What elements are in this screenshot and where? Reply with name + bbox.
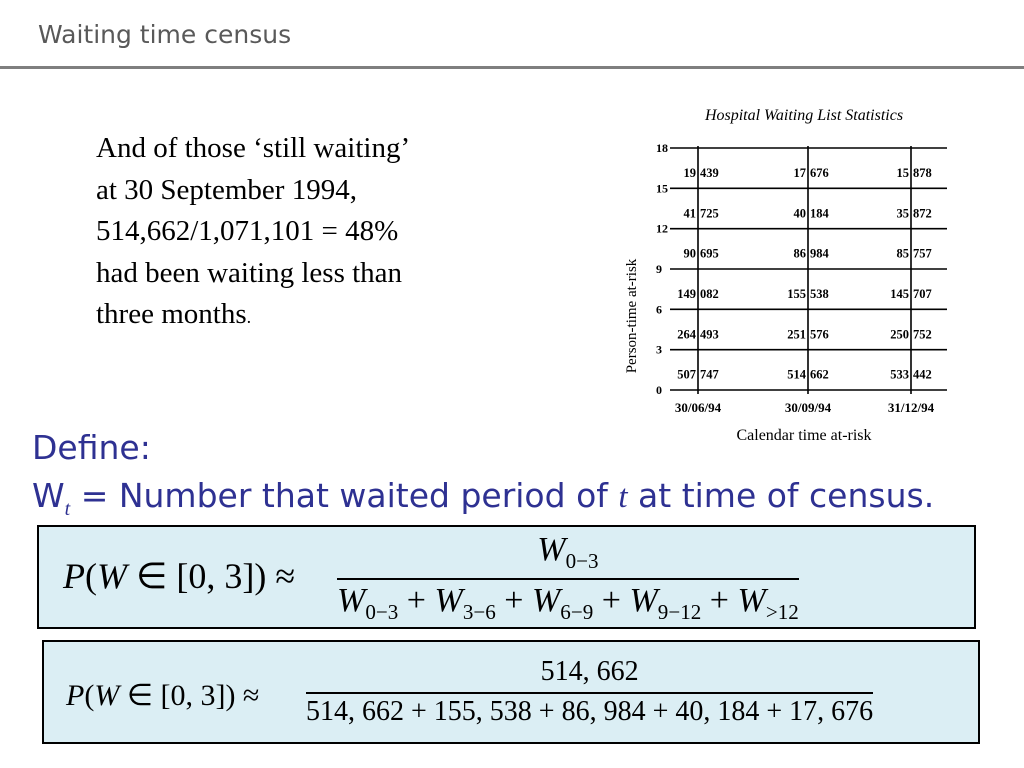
y-tick-labels: 0 3 6 9 12 15 18 — [656, 141, 668, 397]
chart-title: Hospital Waiting List Statistics — [704, 107, 903, 124]
chart-svg: Hospital Waiting List Statistics Person-… — [624, 107, 947, 444]
cell-value-left: 533 — [890, 368, 909, 382]
formula1-denominator: W0−3 + W3−6 + W6−9 + W9−12 + W>12 — [337, 581, 799, 624]
quote-line: at 30 September 1994, — [96, 173, 357, 206]
formula2-denominator: 514, 662 + 155, 538 + 86, 984 + 40, 184 … — [306, 696, 874, 727]
cell-value-right: 493 — [700, 327, 719, 341]
formula2-lhs: P(W ∈ [0, 3]) ≈ — [66, 679, 260, 712]
waiting-list-chart: Hospital Waiting List Statistics Person-… — [612, 100, 962, 450]
cell-value-left: 86 — [794, 247, 807, 261]
define-symbol: W — [32, 476, 65, 515]
x-tick-label: 30/06/94 — [675, 400, 722, 415]
formula1-lhs: P(W ∈ [0, 3]) ≈ — [63, 556, 296, 596]
cell-value-right: 752 — [913, 327, 932, 341]
cell-value-left: 15 — [897, 166, 910, 180]
cell-value-left: 17 — [794, 166, 807, 180]
quote-line: three months — [96, 298, 247, 330]
formula-box-numeric: P(W ∈ [0, 3]) ≈ 514, 662 514, 662 + 155,… — [42, 640, 980, 744]
cell-value-right: 747 — [700, 368, 719, 382]
cell-value-left: 145 — [890, 287, 909, 301]
formula2-fraction: 514, 662 514, 662 + 155, 538 + 86, 984 +… — [306, 656, 874, 728]
define-text-after: at time of census. — [627, 476, 935, 515]
quote-end-mark: . — [246, 307, 252, 327]
formula1-numerator: W0−3 — [537, 531, 599, 573]
cell-value-left: 40 — [794, 206, 807, 220]
y-tick-label: 6 — [656, 302, 662, 316]
cell-value-right: 984 — [810, 247, 830, 261]
define-heading: Define: — [32, 428, 151, 467]
quote-text: And of those ‘still waiting’ at 30 Septe… — [96, 128, 516, 339]
cell-value-left: 514 — [787, 368, 807, 382]
cell-value-left: 251 — [787, 327, 806, 341]
x-tick-labels: 30/06/94 30/09/94 31/12/94 — [675, 400, 935, 415]
cell-value-right: 707 — [913, 287, 932, 301]
formula1-fraction-bar — [337, 577, 799, 580]
cell-value-left: 250 — [890, 327, 909, 341]
chart-cell-values: 19 439 17 676 15 878 41 725 40 184 35 872 90 695 86 984… — [677, 166, 932, 382]
cell-value-right: 695 — [700, 247, 719, 261]
cell-value-left: 90 — [684, 247, 697, 261]
cell-value-right: 676 — [810, 166, 829, 180]
cell-value-right: 184 — [810, 206, 830, 220]
quote-line: had been waiting less than — [96, 256, 403, 289]
formula2-fraction-bar — [306, 692, 874, 694]
formula-box-symbolic: P(W ∈ [0, 3]) ≈ W0−3 W0−3 + W3−6 + W6−9 … — [37, 525, 976, 629]
define-variable: t — [618, 479, 628, 515]
cell-value-left: 149 — [677, 287, 696, 301]
cell-value-left: 264 — [677, 327, 697, 341]
slide-title: Waiting time census — [38, 20, 292, 49]
y-tick-label: 0 — [656, 383, 662, 397]
definition-block: Define: Wt = Number that waited period o… — [32, 424, 934, 525]
quote-line: 514,662/1,071,101 = 48% — [96, 215, 399, 247]
y-tick-label: 12 — [656, 222, 668, 236]
formula2-numerator: 514, 662 — [540, 656, 639, 687]
cell-value-right: 757 — [913, 247, 932, 261]
cell-value-left: 155 — [787, 287, 806, 301]
define-subscript: t — [64, 498, 71, 520]
cell-value-right: 872 — [913, 206, 932, 220]
cell-value-left: 507 — [677, 368, 696, 382]
cell-value-right: 878 — [913, 166, 932, 180]
y-axis-label: Person-time at-risk — [624, 258, 640, 373]
x-axis-label: Calendar time at-risk — [736, 427, 871, 444]
y-tick-label: 15 — [656, 181, 668, 195]
title-divider — [0, 66, 1024, 69]
quote-line: And of those ‘still waiting’ — [96, 132, 411, 164]
y-tick-label: 3 — [656, 343, 662, 357]
chart-grid — [670, 146, 947, 394]
define-text-before: = Number that waited period of — [70, 476, 619, 515]
cell-value-left: 19 — [684, 166, 697, 180]
cell-value-right: 082 — [700, 287, 719, 301]
cell-value-right: 442 — [913, 368, 932, 382]
x-tick-label: 31/12/94 — [888, 400, 935, 415]
cell-value-right: 662 — [810, 368, 829, 382]
define-line: Wt = Number that waited period of t at t… — [32, 472, 934, 525]
cell-value-left: 85 — [897, 247, 910, 261]
cell-value-right: 725 — [700, 206, 719, 220]
quote-line-last: three months. — [96, 294, 516, 339]
cell-value-right: 576 — [810, 327, 829, 341]
cell-value-left: 41 — [684, 206, 697, 220]
cell-value-right: 538 — [810, 287, 829, 301]
y-tick-label: 9 — [656, 262, 662, 276]
cell-value-right: 439 — [700, 166, 719, 180]
x-tick-label: 30/09/94 — [785, 400, 832, 415]
y-tick-label: 18 — [656, 141, 668, 155]
cell-value-left: 35 — [897, 206, 910, 220]
formula1-fraction: W0−3 W0−3 + W3−6 + W6−9 + W9−12 + W>12 — [337, 531, 799, 625]
